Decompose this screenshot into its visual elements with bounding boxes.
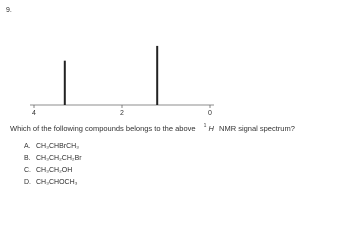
option-letter: C. — [24, 167, 31, 174]
question-before: Which of the following compounds belongs… — [10, 124, 196, 133]
option-letter: D. — [24, 179, 31, 186]
x-tick-label: 4 — [32, 110, 36, 117]
question-after: NMR signal spectrum? — [219, 124, 295, 133]
option-letter: A. — [24, 143, 31, 150]
peak — [63, 60, 66, 105]
option-text: CH₃CHOCH₃ — [36, 179, 78, 186]
question-text: Which of the following compounds belongs… — [10, 121, 295, 133]
nucleus: H — [209, 124, 215, 133]
page: 9. Which of the following compounds belo… — [6, 7, 295, 186]
option-text: CH₃CH₂OH — [36, 167, 72, 174]
x-tick-label: 2 — [120, 110, 124, 117]
option-text: CH₃CH₂CH₂Br — [36, 155, 82, 162]
nucleus-mass: 1 — [204, 123, 207, 129]
question-number: 9. — [6, 7, 12, 14]
option-text: CH₃CHBrCH₃ — [36, 143, 79, 150]
option-letter: B. — [24, 155, 31, 162]
peak — [156, 45, 159, 105]
x-tick-label: 0 — [208, 110, 212, 117]
